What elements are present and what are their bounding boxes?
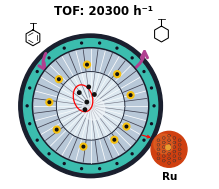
Circle shape bbox=[26, 105, 28, 107]
Circle shape bbox=[166, 145, 170, 150]
Circle shape bbox=[151, 131, 187, 167]
Circle shape bbox=[81, 42, 83, 44]
Circle shape bbox=[29, 123, 31, 125]
Circle shape bbox=[150, 87, 152, 89]
Circle shape bbox=[63, 47, 65, 49]
Circle shape bbox=[116, 73, 118, 75]
Circle shape bbox=[81, 168, 83, 170]
Circle shape bbox=[129, 94, 132, 96]
Circle shape bbox=[82, 97, 105, 120]
Circle shape bbox=[111, 136, 118, 143]
Circle shape bbox=[123, 123, 130, 130]
Circle shape bbox=[85, 100, 88, 104]
Circle shape bbox=[32, 48, 149, 164]
Circle shape bbox=[23, 39, 158, 173]
Circle shape bbox=[150, 123, 152, 125]
Circle shape bbox=[83, 108, 87, 111]
Circle shape bbox=[36, 70, 38, 72]
Circle shape bbox=[153, 105, 155, 107]
Circle shape bbox=[48, 153, 50, 155]
Circle shape bbox=[113, 139, 116, 141]
Circle shape bbox=[93, 93, 96, 96]
Circle shape bbox=[48, 101, 51, 104]
Circle shape bbox=[19, 34, 162, 178]
Circle shape bbox=[48, 57, 50, 59]
Circle shape bbox=[99, 42, 101, 44]
Circle shape bbox=[55, 128, 58, 131]
Circle shape bbox=[131, 153, 133, 155]
Circle shape bbox=[29, 87, 31, 89]
Circle shape bbox=[55, 76, 62, 83]
Circle shape bbox=[58, 78, 60, 81]
Circle shape bbox=[78, 91, 81, 94]
Circle shape bbox=[53, 126, 60, 133]
Text: Ru: Ru bbox=[162, 172, 178, 182]
Circle shape bbox=[143, 70, 145, 72]
Circle shape bbox=[34, 49, 147, 163]
Circle shape bbox=[84, 61, 90, 68]
Circle shape bbox=[36, 139, 38, 141]
Circle shape bbox=[46, 99, 53, 106]
Circle shape bbox=[116, 47, 118, 49]
Text: TOF: 20300 h⁻¹: TOF: 20300 h⁻¹ bbox=[54, 5, 153, 18]
Circle shape bbox=[99, 168, 101, 170]
Circle shape bbox=[87, 85, 90, 89]
Circle shape bbox=[58, 73, 124, 139]
Circle shape bbox=[80, 143, 87, 150]
Circle shape bbox=[82, 145, 85, 148]
Circle shape bbox=[131, 57, 133, 59]
Circle shape bbox=[125, 125, 128, 128]
Circle shape bbox=[116, 163, 118, 164]
Circle shape bbox=[57, 72, 125, 140]
Circle shape bbox=[114, 71, 121, 77]
Circle shape bbox=[63, 163, 65, 164]
Circle shape bbox=[86, 63, 88, 66]
Circle shape bbox=[127, 92, 134, 98]
Circle shape bbox=[154, 134, 173, 154]
Circle shape bbox=[143, 139, 145, 141]
